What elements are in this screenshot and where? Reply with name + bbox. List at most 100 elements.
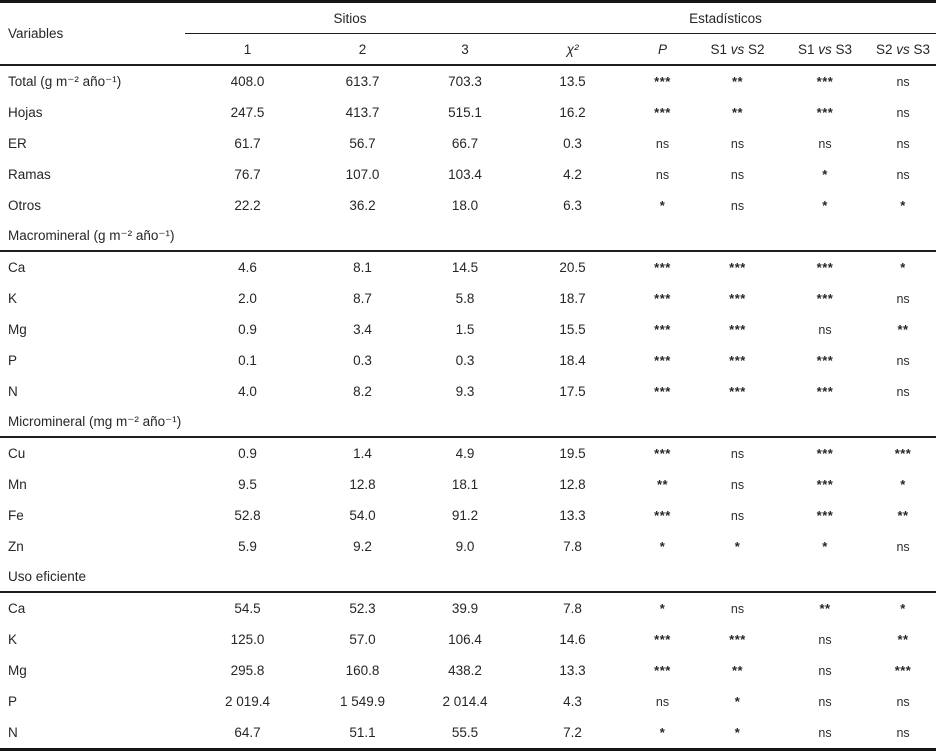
significance-cell: ns (896, 353, 910, 368)
row-label: ER (8, 136, 27, 151)
value-cell: 56.7 (349, 136, 376, 151)
value-cell: 13.3 (559, 663, 586, 678)
table-row: Ca 4.6 8.1 14.5 20.5 *** *** *** * (0, 251, 936, 283)
significance-cell: ** (819, 601, 831, 616)
table-row: Ca 54.5 52.3 39.9 7.8 * ns ** * (0, 592, 936, 624)
table-row: N 64.7 51.1 55.5 7.2 * * ns ns (0, 717, 936, 750)
significance-cell: *** (654, 322, 671, 337)
table-row: Mg 295.8 160.8 438.2 13.3 *** ** ns *** (0, 655, 936, 686)
value-cell: 438.2 (448, 663, 482, 678)
value-cell: 52.8 (234, 508, 261, 523)
comparison-right: S3 (913, 41, 931, 57)
header-group-row: Variables Sitios Estadísticos (0, 1, 936, 66)
section-header: Uso eficiente (0, 562, 936, 593)
row-label: Cu (8, 446, 26, 461)
column-header-chi-square: χ² (515, 33, 631, 66)
significance-cell: * (900, 260, 906, 275)
significance-cell: ns (730, 167, 745, 182)
row-label: Ca (8, 601, 26, 616)
value-cell: 0.3 (353, 353, 372, 368)
significance-cell: *** (654, 663, 671, 678)
significance-cell: ns (818, 725, 832, 740)
value-cell: 52.3 (349, 601, 376, 616)
significance-cell: *** (654, 291, 671, 306)
section-header-row: Micromineral (mg m⁻² año⁻¹) (0, 407, 936, 438)
column-group-sitios: Sitios (185, 1, 516, 34)
significance-cell: * (822, 167, 828, 182)
value-cell: 18.0 (451, 198, 479, 213)
significance-cell: *** (654, 74, 671, 89)
value-cell: 0.3 (455, 353, 475, 368)
significance-cell: *** (729, 322, 746, 337)
significance-cell: *** (816, 260, 834, 275)
column-header-site-2: 2 (310, 33, 415, 66)
value-cell: 7.8 (563, 539, 582, 554)
row-label: Fe (8, 508, 24, 523)
significance-cell: ns (655, 167, 670, 182)
value-cell: 703.3 (448, 74, 482, 89)
table-row: P 0.1 0.3 0.3 18.4 *** *** *** ns (0, 345, 936, 376)
value-cell: 54.5 (234, 601, 261, 616)
significance-cell: * (659, 198, 666, 213)
significance-cell: * (734, 725, 741, 740)
column-header-variables: Variables (0, 1, 185, 66)
significance-cell: ns (818, 694, 832, 709)
value-cell: 7.2 (563, 725, 582, 740)
table-row: Cu 0.9 1.4 4.9 19.5 *** ns *** *** (0, 437, 936, 469)
value-cell: 16.2 (559, 105, 586, 120)
value-cell: 14.5 (451, 260, 479, 275)
value-cell: 91.2 (451, 508, 479, 523)
value-cell: 17.5 (559, 384, 586, 399)
column-group-estadisticos: Estadísticos (515, 1, 936, 34)
value-cell: 0.9 (238, 446, 257, 461)
significance-cell: * (900, 198, 906, 213)
section-header-row: Macromineral (g m⁻² año⁻¹) (0, 221, 936, 252)
significance-cell: ns (730, 508, 745, 523)
value-cell: 2 019.4 (224, 694, 271, 709)
significance-cell: ns (896, 136, 910, 151)
significance-cell: ns (896, 74, 910, 89)
significance-cell: ** (731, 105, 744, 120)
value-cell: 413.7 (345, 105, 380, 120)
significance-cell: * (659, 725, 666, 740)
significance-cell: *** (816, 74, 834, 89)
significance-cell: * (734, 539, 741, 554)
significance-cell: *** (894, 663, 912, 678)
value-cell: 1 549.9 (339, 694, 386, 709)
significance-cell: *** (654, 260, 671, 275)
value-cell: 20.5 (559, 260, 586, 275)
comparison-left: S1 (797, 41, 815, 57)
value-cell: 66.7 (451, 136, 479, 151)
significance-cell: * (734, 694, 741, 709)
significance-cell: ns (896, 105, 910, 120)
value-cell: 0.3 (563, 136, 582, 151)
section-header: Micromineral (mg m⁻² año⁻¹) (0, 407, 936, 438)
significance-cell: ns (730, 477, 745, 492)
value-cell: 13.3 (559, 508, 586, 523)
significance-cell: *** (729, 632, 746, 647)
value-cell: 13.5 (559, 74, 586, 89)
value-cell: 39.9 (451, 601, 479, 616)
value-cell: 51.1 (349, 725, 376, 740)
value-cell: 408.0 (230, 74, 265, 89)
row-label: N (8, 725, 18, 740)
comparison-left: S1 (710, 41, 727, 57)
value-cell: 2.0 (238, 291, 257, 306)
table-row: K 125.0 57.0 106.4 14.6 *** *** ns ** (0, 624, 936, 655)
row-label: N (8, 384, 18, 399)
value-cell: 8.7 (353, 291, 372, 306)
value-cell: 5.8 (455, 291, 475, 306)
column-header-s1-vs-s3: S1 vs S3 (780, 33, 871, 66)
significance-cell: *** (729, 384, 746, 399)
row-label: P (8, 353, 18, 368)
significance-cell: *** (654, 353, 671, 368)
significance-cell: ns (818, 663, 832, 678)
value-cell: 5.9 (238, 539, 257, 554)
significance-cell: *** (654, 384, 671, 399)
significance-cell: ns (896, 167, 910, 182)
value-cell: 125.0 (230, 632, 265, 647)
significance-cell: *** (816, 508, 834, 523)
value-cell: 12.8 (349, 477, 376, 492)
